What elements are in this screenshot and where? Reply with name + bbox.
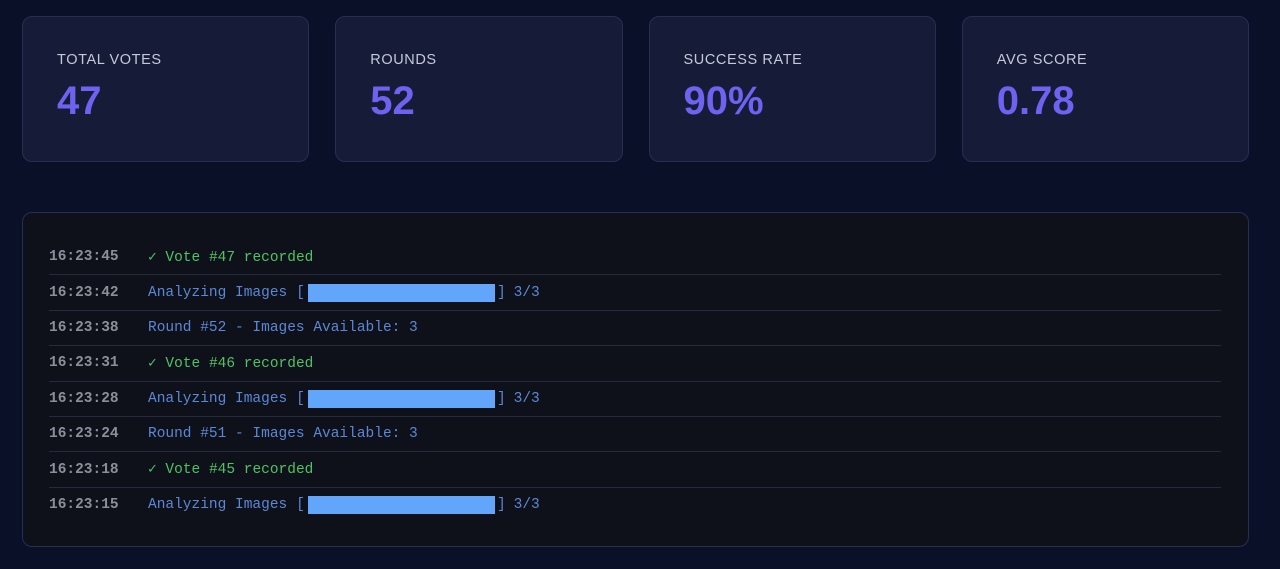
- log-entry: 16:23:31 ✓ Vote #46 recorded: [49, 346, 1221, 382]
- progress-open-bracket: [: [296, 390, 305, 407]
- log-timestamp: 16:23:38: [49, 319, 119, 336]
- progress-open-bracket: [: [296, 284, 305, 301]
- log-message-text: Analyzing Images: [148, 390, 288, 407]
- log-entry: 16:23:38 Round #52 - Images Available: 3: [49, 311, 1221, 347]
- log-timestamp: 16:23:42: [49, 284, 119, 301]
- log-message: Round #51 - Images Available: 3: [148, 426, 418, 443]
- progress-bar: [307, 283, 495, 302]
- progress-open-bracket: [: [296, 497, 305, 514]
- log-entry: 16:23:42 Analyzing Images [ ] 3/3: [49, 275, 1221, 311]
- log-message-text: Analyzing Images: [148, 284, 288, 301]
- stat-card-avg-score: AVG SCORE 0.78: [961, 16, 1249, 162]
- log-timestamp: 16:23:24: [49, 426, 119, 443]
- stat-card-total-votes: TOTAL VOTES 47: [22, 16, 310, 162]
- stats-row: TOTAL VOTES 47 ROUNDS 52 SUCCESS RATE 90…: [22, 16, 1249, 162]
- stat-value: 0.78: [996, 79, 1075, 123]
- log-message-text: Analyzing Images: [148, 497, 288, 514]
- log-timestamp: 16:23:45: [49, 249, 119, 266]
- log-message: Round #52 - Images Available: 3: [148, 319, 418, 336]
- progress-close-bracket: ]: [496, 284, 506, 301]
- progress-bar: [307, 496, 495, 515]
- log-timestamp: 16:23:28: [49, 390, 119, 407]
- progress-fill: [307, 496, 495, 515]
- stat-label: TOTAL VOTES: [57, 52, 162, 68]
- stat-value: 47: [57, 79, 102, 123]
- progress-count: 3/3: [513, 390, 540, 407]
- progress-bar: [307, 389, 495, 408]
- stat-label: SUCCESS RATE: [683, 52, 803, 68]
- activity-log: 16:23:45 ✓ Vote #47 recorded 16:23:42 An…: [22, 212, 1249, 547]
- progress-close-bracket: ]: [496, 390, 506, 407]
- stat-value: 52: [370, 79, 415, 123]
- stat-label: AVG SCORE: [996, 52, 1088, 68]
- log-entry: 16:23:45 ✓ Vote #47 recorded: [49, 240, 1221, 276]
- stat-card-success-rate: SUCCESS RATE 90%: [648, 16, 936, 162]
- log-entry: 16:23:24 Round #51 - Images Available: 3: [49, 417, 1221, 453]
- progress-count: 3/3: [513, 497, 540, 514]
- log-message: Analyzing Images [ ] 3/3: [148, 389, 540, 408]
- log-message: ✓ Vote #45 recorded: [148, 462, 314, 479]
- log-timestamp: 16:23:18: [49, 461, 119, 478]
- stat-label: ROUNDS: [370, 52, 437, 68]
- log-entry: 16:23:15 Analyzing Images [ ] 3/3: [49, 488, 1221, 523]
- log-message: ✓ Vote #47 recorded: [148, 249, 314, 266]
- log-message: Analyzing Images [ ] 3/3: [148, 283, 540, 302]
- log-timestamp: 16:23:15: [49, 497, 119, 514]
- progress-fill: [307, 389, 495, 408]
- log-message: Analyzing Images [ ] 3/3: [148, 496, 540, 515]
- log-entry: 16:23:18 ✓ Vote #45 recorded: [49, 452, 1221, 488]
- log-timestamp: 16:23:31: [49, 355, 119, 372]
- stat-value: 90%: [683, 79, 764, 123]
- progress-close-bracket: ]: [496, 497, 506, 514]
- stat-card-rounds: ROUNDS 52: [335, 16, 623, 162]
- log-entry: 16:23:28 Analyzing Images [ ] 3/3: [49, 382, 1221, 417]
- progress-fill: [307, 283, 495, 302]
- progress-count: 3/3: [513, 284, 540, 301]
- log-message: ✓ Vote #46 recorded: [148, 355, 314, 372]
